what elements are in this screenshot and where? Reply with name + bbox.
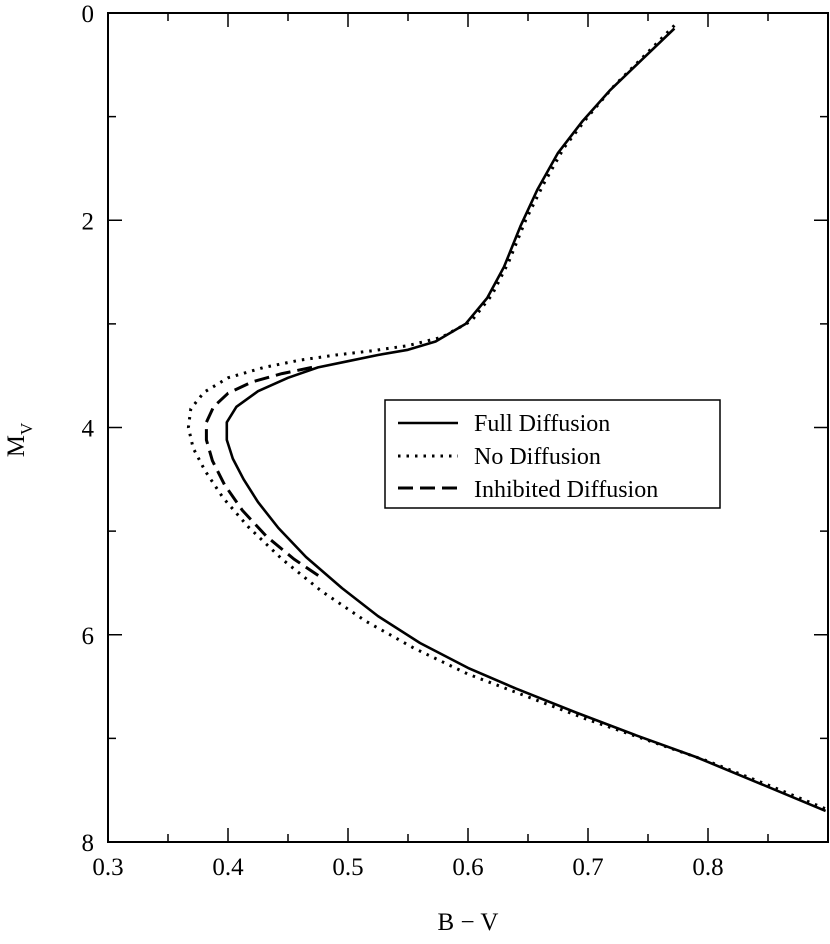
series-lines [186, 24, 827, 813]
y-tick-label: 8 [82, 830, 95, 857]
y-tick-label: 4 [82, 416, 95, 443]
legend-entry-no-diffusion: No Diffusion [474, 444, 601, 470]
x-tick-label: 0.8 [692, 854, 723, 881]
y-tick-label: 6 [82, 623, 95, 650]
y-tick-label: 0 [82, 1, 95, 28]
x-tick-label: 0.6 [452, 854, 483, 881]
x-tick-label: 0.7 [572, 854, 603, 881]
axis-tick-labels: 0.3 0.4 0.5 0.6 0.7 0.8 0 2 4 6 8 [82, 1, 724, 881]
x-tick-label: 0.4 [212, 854, 244, 881]
y-tick-label: 2 [82, 208, 95, 235]
legend-box [384, 399, 721, 509]
x-tick-label: 0.3 [92, 854, 123, 881]
legend-entry-inhibited-diffusion: Inhibited Diffusion [474, 477, 658, 503]
series-line-full-diffusion [225, 27, 827, 813]
series-line-inhibited-diffusion [204, 365, 323, 580]
x-axis-label: B − V [438, 909, 499, 936]
legend-entry-full-diffusion: Full Diffusion [474, 411, 610, 437]
y-axis-label: MV [3, 422, 36, 457]
x-tick-label: 0.5 [332, 854, 363, 881]
axis-ticks [107, 12, 829, 843]
legend: Full Diffusion No Diffusion Inhibited Di… [384, 399, 721, 509]
